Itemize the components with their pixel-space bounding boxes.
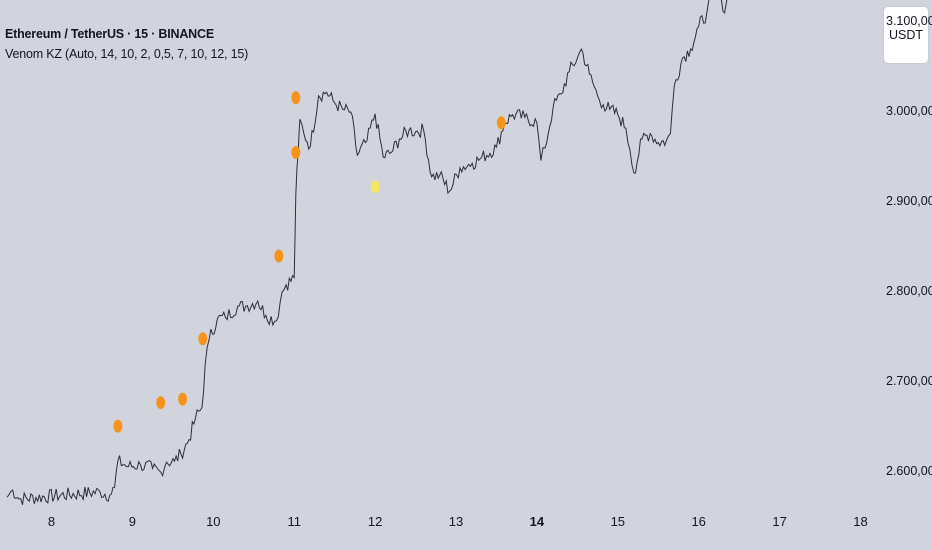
signal-marker-1 (113, 419, 123, 433)
date-tick-label: 15 (610, 514, 626, 529)
signal-marker-4 (198, 332, 208, 346)
indicator-label[interactable]: Venom KZ (Auto, 14, 10, 2, 0,5, 7, 10, 1… (5, 47, 249, 61)
chart-legend: Ethereum / TetherUS · 15 · BINANCE Venom… (5, 24, 248, 64)
price-tick-label: 2.700,00 (886, 374, 932, 388)
signal-marker-2 (156, 396, 166, 410)
date-tick-label: 12 (367, 514, 383, 529)
price-tick-label: 3.000,00 (886, 104, 932, 118)
date-tick-label: 10 (206, 514, 221, 529)
price-tick-label: 2.600,00 (886, 464, 932, 478)
signal-marker-5 (274, 249, 284, 263)
signal-marker-9 (496, 116, 506, 130)
signal-markers (113, 91, 506, 433)
price-tick-label: 3.100,00 (886, 14, 932, 28)
date-tick-label: 16 (691, 514, 706, 529)
date-tick-label: 13 (448, 514, 464, 529)
date-tick-label: 8 (47, 514, 56, 529)
signal-marker-3 (178, 392, 188, 406)
price-tick-label: 2.900,00 (886, 194, 932, 208)
date-tick-label: 11 (287, 514, 301, 529)
date-tick-label: 18 (853, 514, 868, 529)
symbol-title[interactable]: Ethereum / TetherUS · 15 · BINANCE (5, 27, 214, 41)
signal-marker-6 (291, 146, 301, 159)
date-tick-label: 9 (128, 514, 137, 529)
price-tick-label: 2.800,00 (886, 284, 932, 298)
date-tick-label: 14 (529, 514, 545, 529)
price-line (6, 0, 728, 505)
date-tick-label: 17 (772, 514, 787, 529)
signal-marker-7 (291, 91, 301, 105)
currency-button[interactable]: USDT (884, 7, 928, 63)
signal-marker-8 (370, 180, 380, 194)
